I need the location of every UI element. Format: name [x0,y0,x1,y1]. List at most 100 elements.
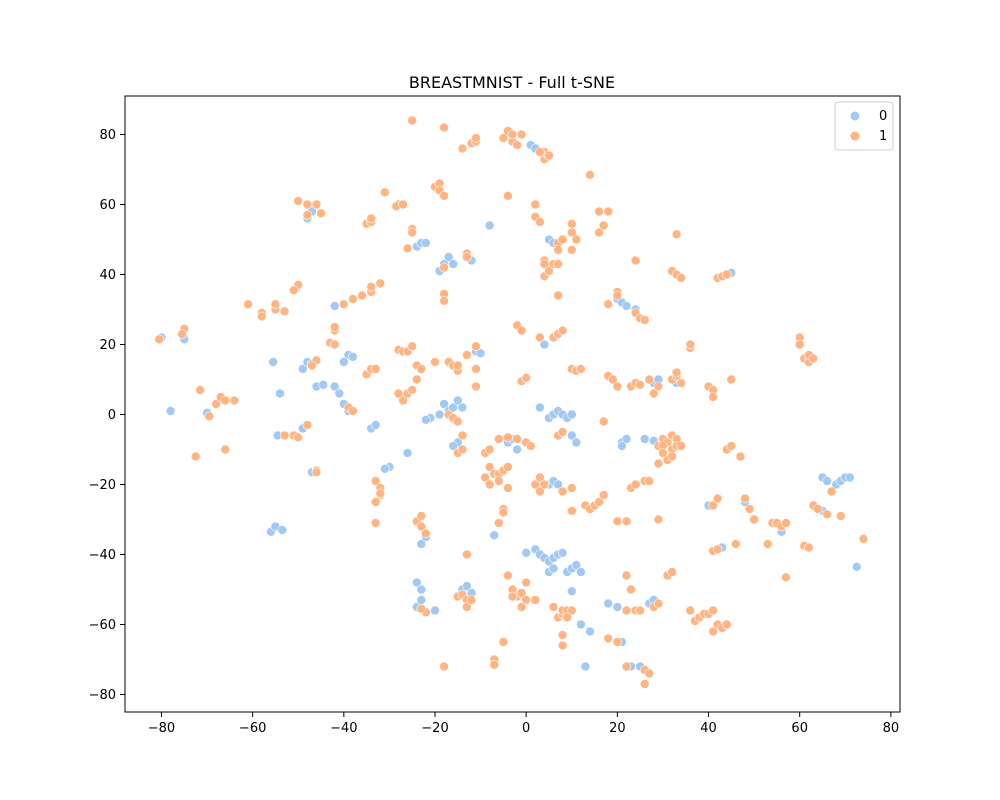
point-series-1-185 [557,325,568,336]
point-series-1-158 [489,659,500,670]
x-tick-label: 40 [700,721,717,736]
point-series-1-88 [430,357,440,367]
point-series-0-48 [443,252,454,262]
points-layer [154,115,869,689]
point-series-1-218 [612,381,623,392]
point-series-1-212 [594,227,604,238]
point-series-1-194 [535,147,545,157]
point-series-0-9 [277,525,288,535]
x-tick-label: 60 [791,721,808,736]
point-series-0-31 [380,463,390,474]
point-series-1-241 [630,479,641,490]
point-series-1-8 [220,395,231,406]
point-series-1-40 [357,290,367,301]
point-series-1-33 [329,339,340,350]
point-series-1-244 [653,514,664,525]
point-series-1-149 [516,588,527,598]
point-series-1-250 [644,374,655,385]
point-series-1-9 [229,395,240,406]
point-series-1-59 [375,488,386,499]
point-series-1-76 [416,511,427,521]
point-series-0-75 [557,547,568,558]
point-series-1-190 [576,364,586,374]
point-series-1-296 [735,451,746,462]
legend-marker-0 [850,111,860,121]
point-series-1-121 [512,140,522,150]
point-series-1-20 [302,420,313,430]
point-series-0-82 [566,586,577,597]
point-series-1-291 [726,374,737,385]
point-series-1-103 [471,341,481,352]
point-series-1-210 [598,490,609,500]
point-series-0-55 [448,441,459,451]
point-series-1-110 [466,595,477,605]
point-series-0-96 [571,437,582,448]
point-series-1-104 [471,364,481,374]
point-series-1-171 [557,234,568,245]
point-series-1-139 [503,462,513,472]
point-series-1-195 [553,290,563,301]
y-axis: −80 −60 −40 −20 0 20 40 60 80 [89,128,125,703]
point-series-1-313 [794,339,805,350]
point-series-1-6 [211,399,221,409]
point-series-1-165 [544,266,554,276]
point-series-1-109 [462,602,472,612]
point-series-1-225 [612,516,623,527]
point-series-0-95 [566,430,577,441]
point-series-1-10 [220,444,231,455]
point-series-0-36 [416,539,427,549]
point-series-1-35 [329,322,340,332]
point-series-1-293 [712,493,723,504]
point-series-1-73 [407,227,418,238]
x-tick-label: −80 [148,721,175,736]
point-series-1-99 [439,262,449,273]
point-series-1-24 [302,199,313,210]
point-series-1-319 [803,542,814,553]
point-series-1-213 [594,206,604,217]
point-series-1-85 [439,122,449,133]
point-series-1-178 [535,486,545,497]
point-series-1-175 [566,245,577,255]
y-tick-label: 80 [99,128,116,143]
legend-box [834,101,894,151]
point-series-0-25 [348,351,358,362]
y-tick-label: −40 [89,548,116,563]
point-series-1-37 [348,406,358,416]
point-series-1-322 [822,509,832,520]
point-series-0-44 [452,395,463,406]
point-series-1-3 [195,385,205,395]
point-series-1-160 [535,217,545,227]
point-series-1-214 [598,220,609,231]
point-series-1-239 [621,661,632,672]
point-series-1-317 [808,353,819,364]
point-series-1-54 [370,476,381,486]
y-tick-label: −80 [89,688,116,703]
point-series-1-277 [676,378,687,388]
point-series-1-105 [471,381,481,392]
point-series-0-13 [297,364,308,374]
point-series-0-4 [268,357,279,367]
point-series-0-53 [475,348,486,359]
point-series-1-246 [653,598,664,609]
legend-label-0: 0 [879,109,887,124]
point-series-1-269 [671,229,682,240]
point-series-1-70 [416,364,427,374]
point-series-1-152 [507,591,518,602]
point-series-1-26 [311,199,322,210]
point-series-1-223 [603,633,614,644]
point-series-1-19 [293,432,304,443]
point-series-0-2 [165,406,176,416]
y-tick-label: 0 [108,408,116,423]
point-series-1-78 [421,528,431,539]
point-series-1-292 [708,500,718,511]
point-series-1-154 [521,577,532,588]
point-series-1-116 [471,133,481,143]
plot-frame [124,95,901,713]
point-series-1-252 [653,381,664,392]
point-series-1-140 [480,472,490,483]
point-series-0-59 [416,595,427,605]
point-series-1-182 [535,332,545,343]
point-series-1-156 [498,637,509,647]
point-series-1-43 [375,278,386,289]
